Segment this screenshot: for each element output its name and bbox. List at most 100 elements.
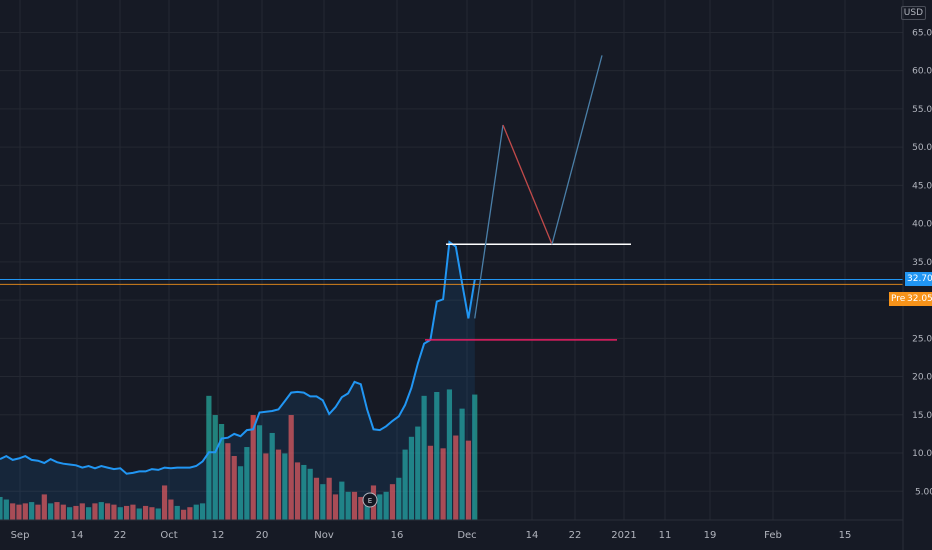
volume-bar	[86, 507, 92, 520]
volume-bar	[269, 432, 275, 520]
volume-bar	[231, 456, 237, 520]
y-tick-label: 25.00	[912, 334, 932, 344]
volume-bar	[187, 507, 193, 520]
projection-up-segment[interactable]	[474, 124, 504, 319]
y-tick-label: 65.00	[912, 28, 932, 38]
x-tick-label: Nov	[314, 530, 334, 541]
volume-bar	[275, 449, 282, 520]
volume-bar	[212, 415, 218, 520]
volume-bar	[41, 494, 47, 520]
volume-bar	[54, 502, 60, 520]
y-tick-label: 35.00	[912, 258, 932, 268]
volume-bar	[35, 504, 41, 520]
volume-bar	[161, 485, 168, 520]
y-axis[interactable]: 5.0010.0015.0020.0025.0030.0035.0040.004…	[912, 28, 932, 497]
last-price-tag: 32.70	[905, 272, 932, 287]
volume-bar	[22, 503, 28, 520]
premarket-price-tag: 32.05	[905, 292, 932, 307]
volume-bar	[434, 392, 440, 520]
projection-up-segment[interactable]	[551, 55, 603, 245]
x-tick-label: Sep	[11, 530, 30, 541]
volume-bar	[427, 445, 434, 520]
volume-bar	[60, 504, 66, 520]
drawn-levels[interactable]	[0, 243, 903, 341]
volume-bar	[225, 443, 231, 520]
volume-bar	[415, 426, 421, 520]
volume-bar	[98, 502, 104, 520]
volume-bar	[472, 394, 478, 520]
volume-bar	[117, 507, 123, 520]
volume-bar	[351, 491, 358, 520]
volume-bar	[67, 507, 73, 520]
x-tick-label: 14	[71, 530, 84, 541]
volume-bar	[168, 499, 174, 520]
x-tick-label: Dec	[457, 530, 476, 541]
volume-bar	[250, 415, 256, 520]
volume-bar	[206, 395, 212, 520]
price-area-fill	[0, 242, 475, 520]
volume-bar	[377, 494, 383, 520]
x-tick-label: 22	[569, 530, 582, 541]
premarket-tag: Pre	[889, 292, 908, 307]
volume-bar	[111, 504, 117, 520]
volume-bar	[453, 435, 459, 520]
x-tick-label: 14	[526, 530, 539, 541]
volume-bar	[237, 466, 244, 520]
y-tick-label: 5.00	[915, 487, 932, 497]
volume-bar	[421, 395, 427, 520]
y-tick-label: 55.00	[912, 105, 932, 115]
volume-bar	[446, 389, 453, 520]
x-axis[interactable]: Sep 14 22 Oct 12 20 Nov 16 Dec 14 22 2021 11 19 Feb 15	[0, 0, 904, 550]
volume-bar	[73, 505, 79, 520]
volume-bar	[288, 415, 294, 520]
y-tick-label: 45.00	[912, 181, 932, 191]
x-tick-label: 12	[212, 530, 225, 541]
x-tick-label: Feb	[764, 530, 782, 541]
x-tick-label: Oct	[160, 530, 177, 541]
x-tick-label: 19	[704, 530, 717, 541]
volume-bar	[79, 503, 85, 520]
volume-bar	[130, 504, 136, 520]
volume-bar	[105, 503, 111, 520]
volume-bar	[358, 496, 364, 520]
volume-bar	[364, 494, 370, 520]
y-tick-label: 50.00	[912, 143, 932, 153]
volume-bar	[180, 509, 187, 520]
volume-bars	[0, 389, 478, 520]
earnings-marker[interactable]: E	[362, 492, 378, 508]
x-tick-label: 20	[256, 530, 269, 541]
x-tick-label: 2021	[611, 530, 636, 541]
y-tick-label: 20.00	[912, 373, 932, 383]
volume-bar	[193, 504, 199, 520]
volume-bar	[459, 408, 465, 520]
volume-bar	[402, 449, 408, 520]
volume-bar	[389, 484, 396, 520]
grid	[0, 0, 903, 520]
x-tick-label: 15	[839, 530, 852, 541]
volume-bar	[16, 504, 22, 520]
volume-bar	[301, 464, 307, 520]
projection-down-segment[interactable]	[502, 124, 553, 245]
volume-bar	[396, 477, 402, 520]
volume-bar	[29, 502, 35, 520]
volume-bar	[383, 491, 389, 520]
volume-bar	[408, 436, 415, 520]
x-tick-label: 16	[391, 530, 404, 541]
volume-bar	[320, 484, 326, 520]
volume-bar	[294, 462, 301, 520]
price-line[interactable]	[0, 240, 476, 475]
volume-bar	[218, 424, 225, 520]
volume-bar	[124, 505, 130, 520]
volume-bar	[465, 440, 472, 520]
y-tick-label: 10.00	[912, 449, 932, 459]
volume-bar	[345, 491, 351, 520]
volume-bar	[136, 508, 142, 520]
volume-bar	[313, 477, 320, 520]
volume-bar	[256, 425, 263, 520]
currency-badge[interactable]: USD	[900, 6, 926, 20]
projection-path[interactable]	[474, 55, 603, 319]
volume-bar	[3, 499, 9, 520]
volume-bar	[440, 448, 446, 520]
